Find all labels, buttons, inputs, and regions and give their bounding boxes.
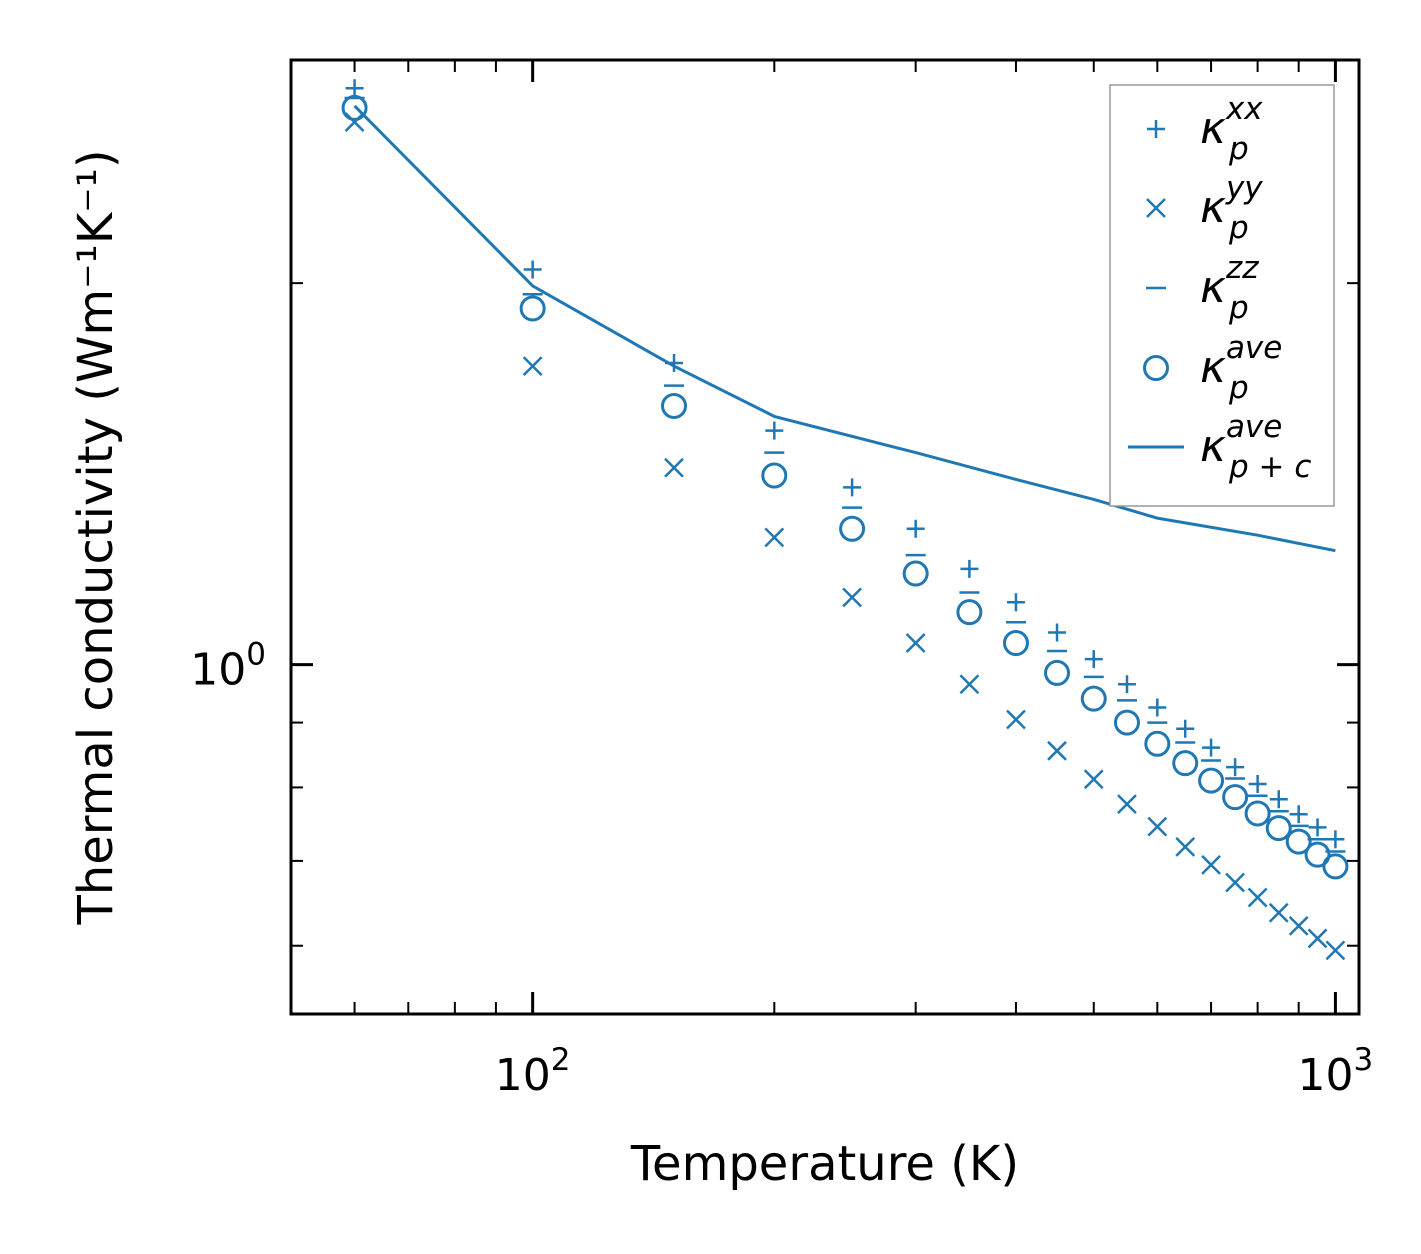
point-kave-800	[1244, 800, 1271, 827]
point-kxx-400	[1006, 593, 1025, 612]
point-kyy-650	[1175, 837, 1196, 857]
legend-marker-kyy	[1146, 198, 1166, 218]
point-kave-450	[1044, 659, 1071, 686]
point-kxx-60	[345, 79, 364, 98]
y-tick-labels: 100	[190, 637, 266, 696]
data-marks	[341, 79, 1349, 961]
x-axis-label: Temperature (K)	[630, 1136, 1019, 1192]
point-kxx-850	[1269, 790, 1288, 809]
point-kyy-750	[1225, 872, 1246, 893]
point-kyy-400	[1006, 709, 1026, 730]
x-tick-label-1000: 103	[1298, 1042, 1374, 1101]
point-kxx-350	[960, 559, 979, 578]
point-kave-250	[839, 515, 866, 542]
point-kyy-850	[1268, 902, 1289, 923]
point-kxx-500	[1084, 650, 1103, 669]
axis-ticks	[290, 59, 1359, 1014]
point-kyy-950	[1307, 928, 1328, 949]
point-kxx-250	[843, 478, 862, 497]
point-kave-400	[1002, 630, 1029, 657]
point-kave-60	[341, 94, 368, 121]
point-kxx-100	[523, 260, 542, 279]
point-kyy-800	[1247, 887, 1268, 908]
point-kave-900	[1285, 828, 1312, 855]
point-kave-200	[761, 462, 788, 489]
point-kxx-900	[1289, 805, 1308, 824]
point-kxx-700	[1202, 738, 1221, 757]
point-kyy-900	[1288, 916, 1309, 936]
point-kave-300	[902, 560, 929, 587]
legend-label-kzz: κzz p	[1200, 250, 1259, 326]
point-kxx-650	[1176, 719, 1195, 738]
point-kxx-950	[1308, 818, 1327, 837]
point-kyy-200	[764, 527, 785, 548]
point-kyy-550	[1117, 794, 1137, 815]
point-kave-500	[1080, 685, 1107, 712]
point-kave-850	[1265, 815, 1292, 842]
point-kxx-550	[1117, 675, 1136, 694]
point-kave-750	[1222, 784, 1249, 811]
x-tick-label-100: 102	[495, 1042, 571, 1101]
point-kxx-800	[1248, 774, 1267, 793]
point-kyy-700	[1201, 854, 1221, 875]
y-tick-label-1: 100	[190, 637, 266, 696]
legend-marker-kave	[1143, 355, 1169, 381]
legend-label-kpc: κave p + c	[1200, 409, 1311, 485]
point-kxx-1000	[1326, 830, 1345, 849]
point-kxx-200	[765, 421, 784, 440]
legend-label-kxx: κxx p	[1200, 91, 1263, 167]
point-kave-1000	[1322, 853, 1349, 880]
legend-label-kave: κave p	[1200, 330, 1282, 406]
point-kave-650	[1172, 750, 1199, 777]
point-kyy-450	[1047, 740, 1067, 761]
point-kxx-600	[1148, 698, 1167, 717]
point-kxx-450	[1048, 623, 1067, 642]
point-kave-550	[1113, 709, 1140, 736]
legend-label-kyy: κyy p	[1200, 170, 1263, 246]
legend-marker-kxx	[1147, 120, 1165, 138]
point-kyy-600	[1147, 816, 1168, 837]
point-kxx-750	[1226, 758, 1245, 777]
point-kave-700	[1198, 767, 1225, 794]
point-kyy-350	[959, 674, 980, 695]
point-kave-600	[1144, 730, 1171, 757]
point-kyy-250	[842, 587, 862, 608]
point-kave-350	[956, 599, 983, 626]
series-kpc-line	[353, 104, 1336, 553]
x-tick-labels: 102 103	[495, 1042, 1373, 1101]
point-kyy-300	[905, 633, 926, 653]
point-kyy-150	[664, 457, 684, 478]
point-kyy-100	[522, 356, 543, 377]
point-kyy-1000	[1325, 940, 1346, 961]
point-kyy-500	[1083, 769, 1104, 790]
point-kave-150	[661, 392, 688, 419]
legend-frame	[1109, 84, 1335, 507]
plot-frame	[289, 58, 1361, 1016]
y-axis-label: Thermal conductivity (Wm⁻¹K⁻¹)	[68, 149, 124, 925]
point-kave-100	[519, 295, 546, 322]
point-kxx-300	[906, 519, 925, 538]
point-kave-950	[1304, 841, 1331, 868]
